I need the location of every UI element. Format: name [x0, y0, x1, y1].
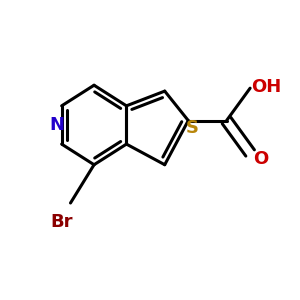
Text: Br: Br: [50, 213, 73, 231]
Text: S: S: [186, 119, 199, 137]
Text: O: O: [253, 150, 268, 168]
Text: N: N: [50, 116, 65, 134]
Text: OH: OH: [251, 78, 281, 96]
